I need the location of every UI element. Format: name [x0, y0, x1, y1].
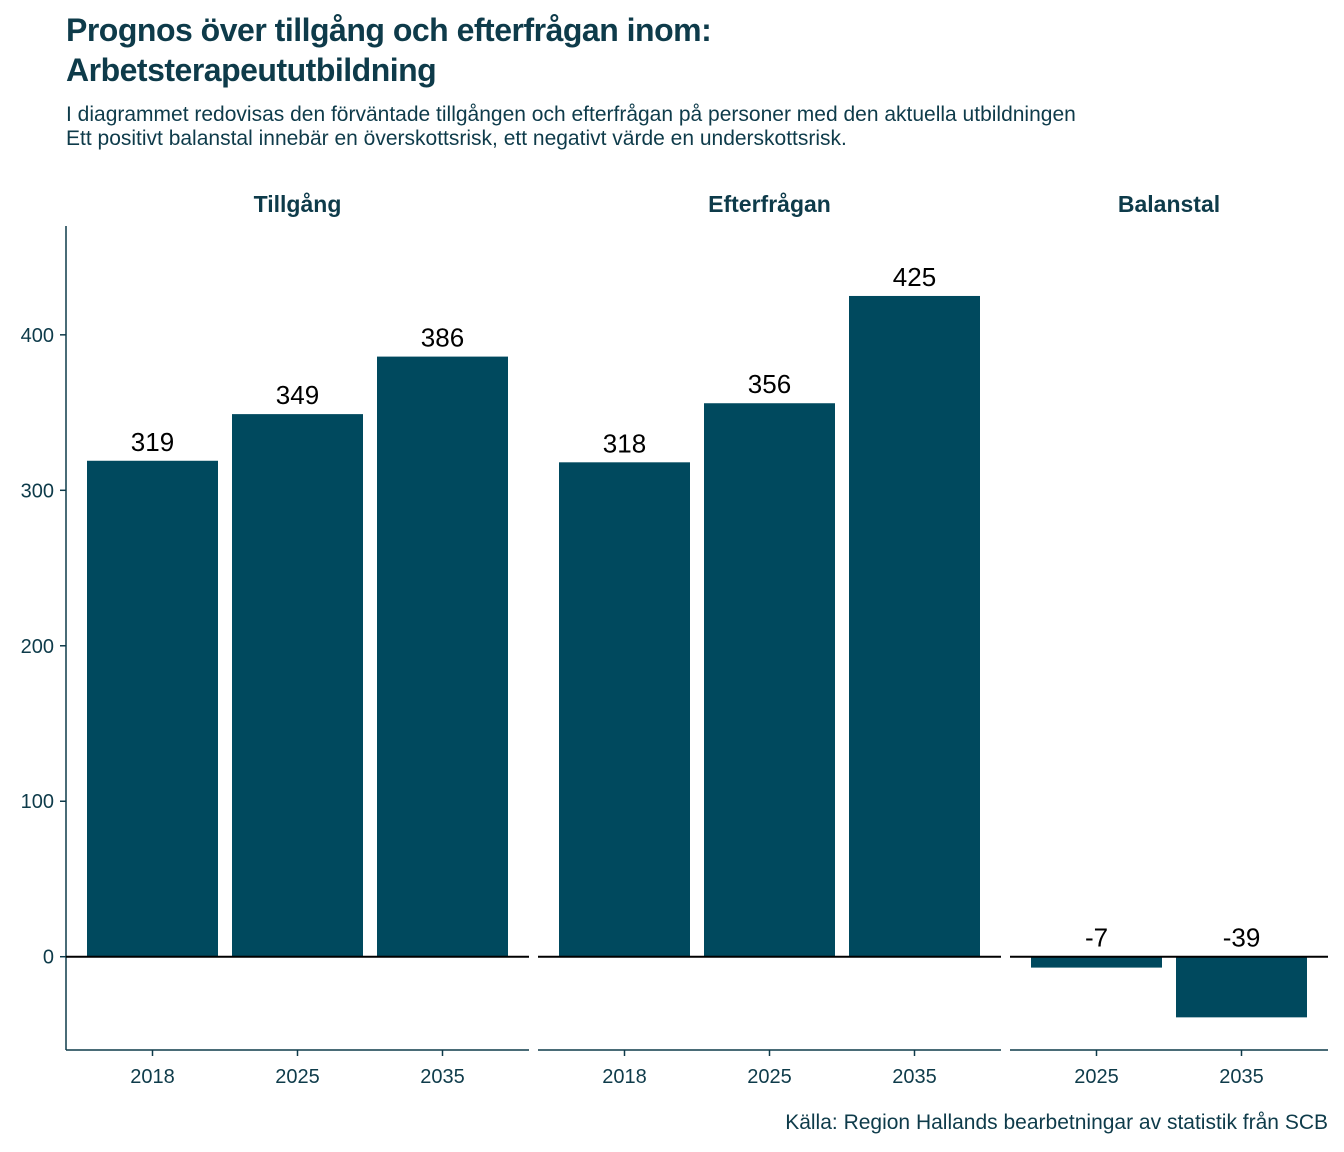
- bar: [377, 356, 508, 957]
- bar: [559, 462, 690, 957]
- x-tick-label: 2035: [892, 1066, 937, 1088]
- bar-value-label: -39: [1223, 923, 1261, 953]
- y-tick-label: 300: [21, 480, 54, 502]
- bar: [849, 295, 980, 957]
- bar-value-label: 319: [131, 427, 174, 457]
- bar: [232, 414, 363, 957]
- facet-title: Tillgång: [254, 191, 342, 217]
- bar: [1031, 956, 1162, 968]
- y-tick-label: 100: [21, 791, 54, 813]
- chart-subtitle-line-1: I diagrammet redovisas den förväntade ti…: [66, 103, 1076, 126]
- chart-title-line-2: Arbetsterapeututbildning: [66, 52, 437, 88]
- bar-value-label: 356: [748, 369, 791, 399]
- bar: [1176, 956, 1307, 1018]
- x-tick-label: 2018: [602, 1066, 647, 1088]
- chart-title: Prognos över tillgång och efterfrågan in…: [66, 10, 712, 90]
- x-tick-label: 2025: [1074, 1066, 1119, 1088]
- x-tick-label: 2035: [420, 1066, 465, 1088]
- facet-title: Efterfrågan: [708, 191, 831, 217]
- bar-value-label: -7: [1085, 923, 1108, 953]
- chart-subtitle-line-2: Ett positivt balanstal innebär en översk…: [66, 127, 847, 150]
- y-tick-label: 0: [43, 947, 54, 969]
- facet-title: Balanstal: [1118, 191, 1220, 217]
- bar: [704, 403, 835, 957]
- chart-subtitle: I diagrammet redovisas den förväntade ti…: [66, 103, 1076, 151]
- chart-title-line-1: Prognos över tillgång och efterfrågan in…: [66, 12, 712, 48]
- x-tick-label: 2025: [275, 1066, 320, 1088]
- x-tick-label: 2018: [130, 1066, 175, 1088]
- source-caption: Källa: Region Hallands bearbetningar av …: [785, 1111, 1328, 1134]
- bar-value-label: 318: [603, 428, 646, 458]
- x-tick-label: 2025: [747, 1066, 792, 1088]
- bar: [87, 460, 218, 957]
- x-tick-label: 2035: [1219, 1066, 1264, 1088]
- bar-value-label: 425: [893, 262, 936, 292]
- y-tick-label: 200: [21, 636, 54, 658]
- y-tick-label: 400: [21, 325, 54, 347]
- bar-value-label: 349: [276, 380, 319, 410]
- bar-value-label: 386: [421, 323, 464, 353]
